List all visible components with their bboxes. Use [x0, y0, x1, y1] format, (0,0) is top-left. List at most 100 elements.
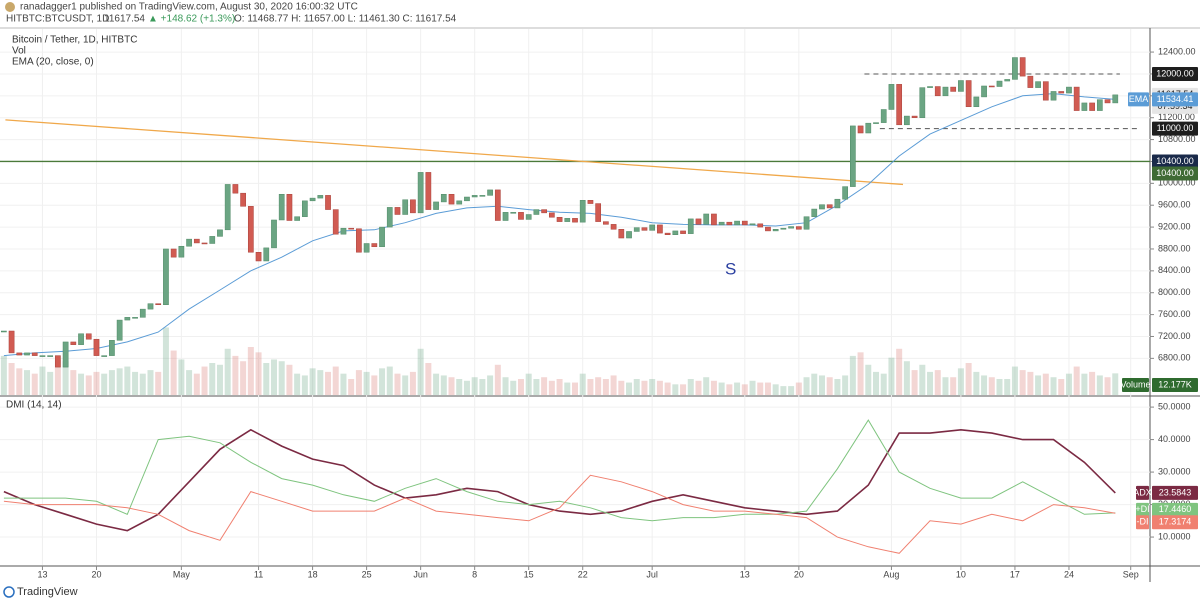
dmi-value: 23.5843: [1159, 487, 1192, 497]
candle: [464, 196, 470, 202]
brand: TradingView: [17, 586, 78, 598]
candle: [402, 199, 409, 215]
candle: [965, 80, 972, 108]
ema-value: 11534.41: [1157, 94, 1194, 104]
volume-bar: [24, 370, 31, 395]
dmi-name: +DI: [1135, 504, 1149, 514]
candle: [78, 333, 84, 345]
volume-bar: [718, 382, 725, 395]
candle: [132, 317, 138, 319]
volume-bar: [240, 361, 247, 395]
candle: [278, 194, 285, 221]
candle: [919, 87, 926, 118]
volume-bar: [548, 380, 555, 395]
volume-bar: [942, 377, 949, 395]
candle: [880, 109, 887, 123]
candle: [139, 308, 146, 318]
candle: [649, 224, 656, 231]
candle: [1066, 86, 1072, 94]
candle: [340, 227, 347, 235]
candle: [819, 204, 825, 210]
candle: [101, 355, 108, 357]
volume-bar: [425, 363, 432, 395]
volume-bar: [371, 375, 378, 395]
level-label: 10400.00: [1156, 156, 1194, 166]
volume-name-box: [1122, 378, 1149, 392]
candle: [317, 195, 324, 199]
volume-bar: [1004, 379, 1011, 395]
volume-value: 12.177K: [1158, 379, 1192, 389]
candle: [325, 195, 331, 210]
candle: [850, 125, 856, 187]
candle: [302, 200, 308, 217]
candle: [456, 200, 463, 205]
candle: [749, 223, 756, 226]
volume-bar: [618, 380, 625, 395]
volume-bar: [132, 371, 139, 395]
author-line: ranadagger1 published on TradingView.com…: [20, 2, 358, 13]
volume-bar: [47, 371, 54, 395]
x-tick-label: Jun: [413, 569, 428, 579]
candle: [958, 80, 964, 92]
dmi-value-box: [1152, 485, 1198, 500]
candle: [788, 226, 794, 229]
volume-bar: [996, 379, 1003, 395]
candle: [448, 194, 455, 205]
candle: [857, 125, 864, 134]
y-tick-label: 12400.00: [1158, 46, 1196, 56]
volume-bar: [1081, 373, 1088, 395]
volume-bar: [510, 380, 517, 395]
volume-bar: [379, 368, 386, 395]
volume-bar: [471, 377, 478, 395]
volume-bar: [0, 355, 7, 395]
volume-bar: [162, 327, 169, 395]
volume-bar: [1042, 373, 1049, 395]
candle: [62, 341, 69, 368]
dmi-value-box: [1152, 502, 1198, 517]
volume-bar: [487, 375, 494, 395]
candle: [147, 303, 154, 310]
candle: [525, 214, 532, 220]
candle: [664, 232, 671, 235]
x-tick-label: Aug: [883, 569, 899, 579]
candle: [201, 242, 208, 245]
volume-bar: [664, 382, 671, 395]
annotation: S: [725, 259, 736, 278]
volume-bar: [517, 379, 524, 395]
volume-bar: [726, 384, 733, 395]
volume-bar: [988, 377, 995, 395]
candle: [471, 195, 478, 198]
volume-bar: [155, 371, 162, 395]
volume-bar: [533, 379, 540, 395]
volume-bar: [811, 373, 818, 395]
y-tick-label: 11200.00: [1158, 112, 1195, 122]
candle: [193, 238, 200, 244]
x-tick-label: 20: [794, 569, 804, 579]
volume-bar: [950, 377, 957, 395]
candle: [379, 226, 385, 248]
volume-bar: [764, 382, 771, 395]
candle: [741, 220, 748, 226]
volume-bar: [795, 382, 802, 395]
candle: [927, 86, 933, 88]
candle: [518, 212, 524, 220]
candle: [533, 209, 540, 215]
candle: [765, 226, 771, 232]
volume-bar: [124, 366, 131, 395]
volume-bar: [541, 377, 548, 395]
candle: [163, 248, 169, 306]
candle: [247, 206, 254, 253]
x-tick-label: 25: [362, 569, 372, 579]
volume-bar: [1104, 377, 1111, 395]
candle: [1058, 91, 1065, 94]
volume-bar: [888, 357, 895, 395]
ema-name-box: [1128, 92, 1149, 107]
candle: [795, 226, 802, 230]
level-label-box: [1152, 66, 1198, 81]
candle: [603, 221, 609, 225]
candle: [1104, 99, 1111, 104]
volume-bar: [294, 373, 301, 395]
volume-bar: [247, 347, 254, 395]
volume-bar: [409, 371, 416, 395]
